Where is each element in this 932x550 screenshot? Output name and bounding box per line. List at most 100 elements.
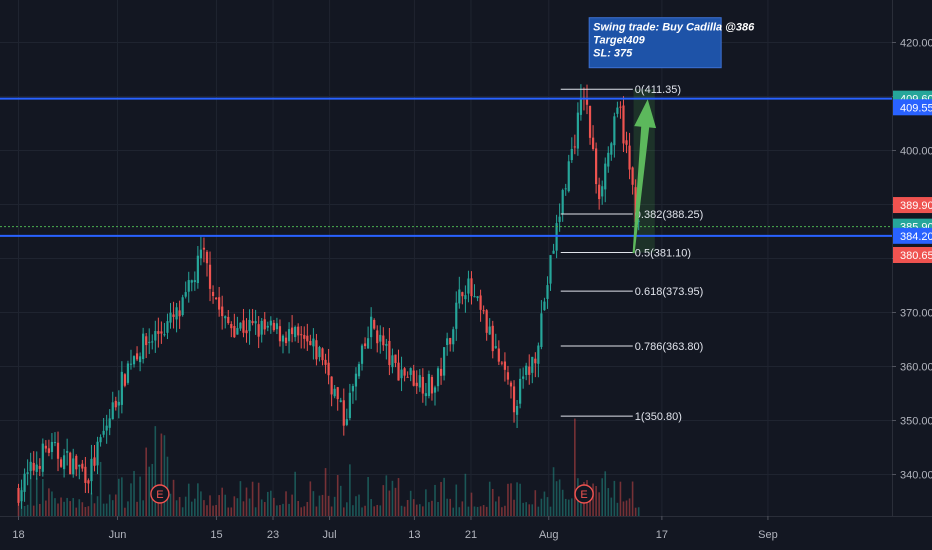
candle-body[interactable] xyxy=(631,167,634,185)
candle-body[interactable] xyxy=(595,148,598,185)
candle-body[interactable] xyxy=(576,112,579,149)
candle-body[interactable] xyxy=(215,297,218,300)
candle-body[interactable] xyxy=(409,368,412,375)
candle-body[interactable] xyxy=(163,334,166,336)
candle-body[interactable] xyxy=(242,320,245,333)
candle-body[interactable] xyxy=(227,316,230,324)
candle-body[interactable] xyxy=(363,343,367,347)
candle-body[interactable] xyxy=(436,368,440,387)
candle-body[interactable] xyxy=(63,455,66,470)
earnings-marker-circle[interactable] xyxy=(150,484,170,504)
candle-body[interactable] xyxy=(78,464,81,467)
candle-body[interactable] xyxy=(23,473,26,492)
candle-body[interactable] xyxy=(522,376,525,379)
candle-body[interactable] xyxy=(546,285,549,299)
price-lines[interactable] xyxy=(0,97,892,237)
candle-body[interactable] xyxy=(254,321,257,324)
candle-body[interactable] xyxy=(50,441,54,453)
candle-body[interactable] xyxy=(117,401,120,406)
candle-body[interactable] xyxy=(154,331,157,341)
candle-body[interactable] xyxy=(87,480,90,484)
candle-body[interactable] xyxy=(32,462,35,471)
candle-body[interactable] xyxy=(102,430,105,435)
candle-body[interactable] xyxy=(306,335,309,342)
candle-body[interactable] xyxy=(433,387,437,393)
candle-body[interactable] xyxy=(357,364,361,377)
candle-body[interactable] xyxy=(269,320,272,326)
candle-body[interactable] xyxy=(297,326,300,336)
time-axis[interactable]: 18 Jun 15 23 Jul 13 21 Aug 17 Sep xyxy=(0,516,932,550)
candle-body[interactable] xyxy=(181,297,184,315)
candle-body[interactable] xyxy=(266,325,269,328)
candle-body[interactable] xyxy=(379,334,382,342)
candle-body[interactable] xyxy=(221,306,224,317)
candle-body[interactable] xyxy=(327,362,330,376)
candle-body[interactable] xyxy=(208,264,212,289)
candle-body[interactable] xyxy=(41,443,44,472)
candle-body[interactable] xyxy=(111,402,114,420)
candle-body[interactable] xyxy=(35,464,38,472)
candle-body[interactable] xyxy=(534,358,537,364)
candle-body[interactable] xyxy=(385,343,388,346)
candle-body[interactable] xyxy=(81,463,84,469)
candle-body[interactable] xyxy=(351,386,355,392)
candle-body[interactable] xyxy=(403,368,406,376)
candle-body[interactable] xyxy=(303,335,306,339)
price-tag[interactable] xyxy=(893,99,932,116)
candle-body[interactable] xyxy=(294,326,297,338)
candle-body[interactable] xyxy=(145,336,148,346)
candle-body[interactable] xyxy=(512,386,516,413)
candle-body[interactable] xyxy=(345,419,348,425)
candle-body[interactable] xyxy=(461,292,464,297)
candle-body[interactable] xyxy=(272,322,275,331)
candle-body[interactable] xyxy=(59,459,63,467)
candle-body[interactable] xyxy=(418,375,421,388)
candle-body[interactable] xyxy=(175,307,178,320)
candle-body[interactable] xyxy=(114,400,117,408)
candle-body[interactable] xyxy=(515,405,519,415)
candle-body[interactable] xyxy=(236,328,239,335)
candle-body[interactable] xyxy=(120,371,123,405)
candle-body[interactable] xyxy=(446,338,449,345)
price-tag[interactable] xyxy=(893,197,932,214)
candle-body[interactable] xyxy=(622,105,625,144)
candle-body[interactable] xyxy=(509,382,513,387)
candle-body[interactable] xyxy=(500,362,503,364)
candle-body[interactable] xyxy=(193,280,196,283)
candle-body[interactable] xyxy=(275,323,279,330)
candle-body[interactable] xyxy=(439,368,443,376)
candle-body[interactable] xyxy=(528,366,531,375)
candle-body[interactable] xyxy=(394,354,397,363)
candle-body[interactable] xyxy=(415,382,418,387)
candle-body[interactable] xyxy=(336,387,339,400)
candle-body[interactable] xyxy=(354,373,358,387)
candle-body[interactable] xyxy=(178,310,181,317)
candle-body[interactable] xyxy=(452,329,455,345)
price-tag[interactable] xyxy=(893,227,932,244)
candle-body[interactable] xyxy=(53,442,57,444)
candle-body[interactable] xyxy=(47,448,51,453)
candles[interactable] xyxy=(17,84,640,509)
candle-body[interactable] xyxy=(573,146,576,148)
candle-body[interactable] xyxy=(564,188,567,190)
candle-body[interactable] xyxy=(339,400,342,402)
candle-body[interactable] xyxy=(637,220,640,222)
candle-body[interactable] xyxy=(245,330,248,334)
candle-body[interactable] xyxy=(549,255,552,284)
candle-body[interactable] xyxy=(360,345,364,364)
candle-body[interactable] xyxy=(619,106,622,108)
candle-body[interactable] xyxy=(132,356,136,365)
candle-body[interactable] xyxy=(318,347,321,358)
candle-body[interactable] xyxy=(135,353,139,360)
candle-body[interactable] xyxy=(202,247,206,250)
candle-body[interactable] xyxy=(17,487,20,503)
candle-body[interactable] xyxy=(248,319,251,332)
candle-body[interactable] xyxy=(506,372,510,380)
candle-body[interactable] xyxy=(26,472,29,474)
candle-body[interactable] xyxy=(427,373,431,397)
candle-body[interactable] xyxy=(537,345,540,364)
candle-body[interactable] xyxy=(494,346,497,349)
candle-body[interactable] xyxy=(485,310,488,333)
candle-body[interactable] xyxy=(421,376,424,394)
